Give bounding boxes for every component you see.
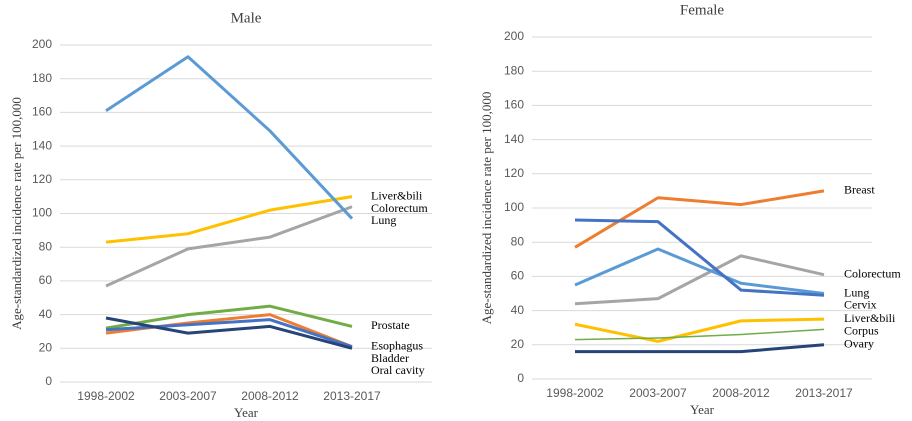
series-label: Esophagus — [371, 338, 423, 352]
x-tick-label: 2008-2012 — [712, 386, 770, 400]
series-line — [574, 317, 825, 343]
y-tick-label: 120 — [32, 172, 52, 186]
series-label: Liver&bili — [371, 188, 423, 202]
y-axis-title: Age-standardized incidence rate per 100,… — [479, 92, 494, 325]
series-label: Bladder — [371, 351, 409, 365]
x-tick-label: 2013-2017 — [795, 386, 853, 400]
series-line — [575, 343, 825, 354]
series-line — [574, 254, 825, 306]
series-line — [105, 205, 353, 288]
series-label: Lung — [844, 285, 869, 299]
series-label: Liver&bili — [844, 311, 896, 325]
series-line — [574, 218, 825, 297]
y-tick-label: 180 — [32, 71, 52, 85]
series-label: Lung — [371, 213, 396, 227]
series-line — [105, 316, 353, 350]
y-tick-label: 40 — [39, 307, 53, 321]
x-tick-label: 1998-2002 — [77, 389, 135, 403]
x-tick-label: 2003-2007 — [159, 389, 217, 403]
x-axis-title: Year — [690, 402, 715, 417]
series-label: Prostate — [371, 318, 410, 332]
x-axis-title: Year — [234, 405, 259, 420]
y-tick-label: 100 — [504, 200, 524, 214]
series-line — [105, 195, 353, 244]
series-label: Colorectum — [844, 266, 901, 280]
series-label: Corpus — [844, 323, 879, 337]
y-tick-label: 0 — [517, 371, 524, 385]
x-tick-label: 1998-2002 — [546, 386, 604, 400]
y-tick-label: 60 — [39, 273, 53, 287]
y-tick-label: 140 — [32, 138, 52, 152]
y-tick-label: 160 — [504, 98, 524, 112]
y-tick-label: 20 — [39, 340, 53, 354]
y-tick-label: 40 — [511, 303, 525, 317]
y-axis-title: Age-standardized incidence rate per 100,… — [9, 97, 24, 330]
chart-title: Female — [680, 2, 724, 18]
y-tick-label: 100 — [32, 206, 52, 220]
series-label: Colorectum — [371, 201, 428, 215]
chart-title: Male — [231, 10, 262, 26]
series-label: Cervix — [844, 298, 877, 312]
series-line — [574, 189, 825, 249]
y-tick-label: 80 — [39, 239, 53, 253]
series-label: Oral cavity — [371, 363, 425, 377]
y-tick-label: 60 — [511, 269, 525, 283]
y-tick-label: 80 — [511, 234, 525, 248]
y-tick-label: 200 — [504, 29, 524, 43]
y-tick-label: 200 — [32, 37, 52, 51]
x-tick-label: 2003-2007 — [629, 386, 687, 400]
y-tick-label: 160 — [32, 105, 52, 119]
series-line — [105, 304, 353, 330]
x-tick-label: 2013-2017 — [323, 389, 381, 403]
y-tick-label: 140 — [504, 132, 524, 146]
y-tick-label: 20 — [511, 337, 525, 351]
x-tick-label: 2008-2012 — [241, 389, 299, 403]
series-line — [105, 318, 353, 349]
series-label: Ovary — [844, 337, 874, 351]
series-line — [105, 55, 354, 220]
series-label: Breast — [844, 183, 875, 197]
y-tick-label: 120 — [504, 166, 524, 180]
series-line — [574, 328, 825, 341]
y-tick-label: 180 — [504, 63, 524, 77]
y-tick-label: 0 — [45, 374, 52, 388]
series-line — [574, 247, 825, 295]
